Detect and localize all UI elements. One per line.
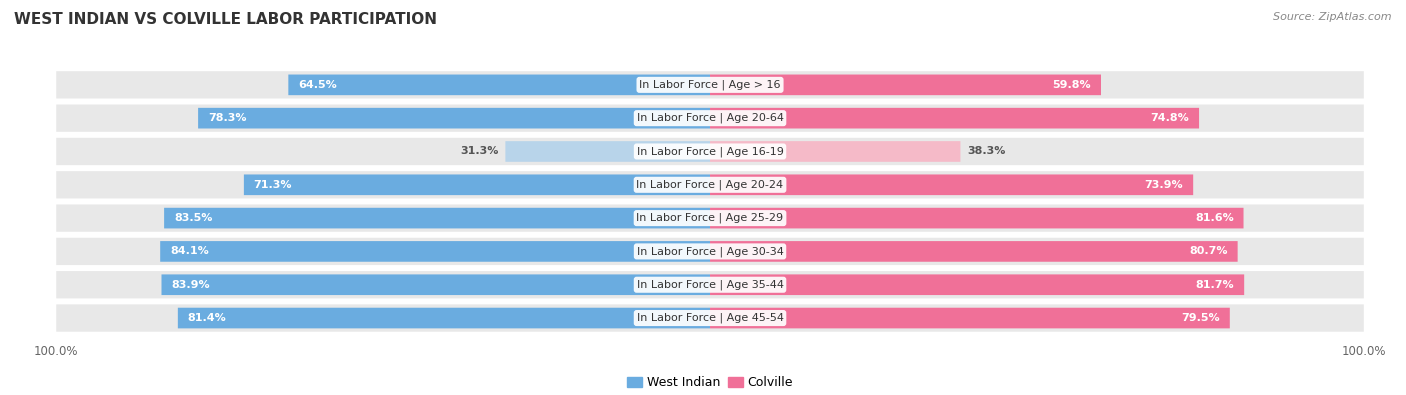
Text: Source: ZipAtlas.com: Source: ZipAtlas.com xyxy=(1274,12,1392,22)
Text: 74.8%: 74.8% xyxy=(1150,113,1189,123)
Text: 71.3%: 71.3% xyxy=(253,180,292,190)
FancyBboxPatch shape xyxy=(56,138,1364,165)
Text: WEST INDIAN VS COLVILLE LABOR PARTICIPATION: WEST INDIAN VS COLVILLE LABOR PARTICIPAT… xyxy=(14,12,437,27)
FancyBboxPatch shape xyxy=(160,241,710,262)
FancyBboxPatch shape xyxy=(243,175,710,195)
Text: In Labor Force | Age 20-24: In Labor Force | Age 20-24 xyxy=(637,180,783,190)
Text: 83.5%: 83.5% xyxy=(174,213,212,223)
Text: 59.8%: 59.8% xyxy=(1053,80,1091,90)
FancyBboxPatch shape xyxy=(710,108,1199,128)
Text: In Labor Force | Age 35-44: In Labor Force | Age 35-44 xyxy=(637,280,783,290)
FancyBboxPatch shape xyxy=(165,208,710,228)
Text: 73.9%: 73.9% xyxy=(1144,180,1184,190)
FancyBboxPatch shape xyxy=(198,108,710,128)
FancyBboxPatch shape xyxy=(710,175,1194,195)
Text: 84.1%: 84.1% xyxy=(170,246,208,256)
Text: In Labor Force | Age 30-34: In Labor Force | Age 30-34 xyxy=(637,246,783,257)
Text: 31.3%: 31.3% xyxy=(461,147,499,156)
FancyBboxPatch shape xyxy=(56,171,1364,198)
FancyBboxPatch shape xyxy=(288,75,710,95)
FancyBboxPatch shape xyxy=(710,141,960,162)
Text: In Labor Force | Age > 16: In Labor Force | Age > 16 xyxy=(640,80,780,90)
FancyBboxPatch shape xyxy=(710,308,1230,328)
Text: 79.5%: 79.5% xyxy=(1181,313,1220,323)
Legend: West Indian, Colville: West Indian, Colville xyxy=(621,371,799,394)
Text: In Labor Force | Age 20-64: In Labor Force | Age 20-64 xyxy=(637,113,783,123)
Text: 83.9%: 83.9% xyxy=(172,280,209,290)
FancyBboxPatch shape xyxy=(710,208,1243,228)
Text: 81.7%: 81.7% xyxy=(1195,280,1234,290)
FancyBboxPatch shape xyxy=(710,75,1101,95)
Text: In Labor Force | Age 45-54: In Labor Force | Age 45-54 xyxy=(637,313,783,323)
Text: 38.3%: 38.3% xyxy=(967,147,1005,156)
FancyBboxPatch shape xyxy=(162,275,710,295)
FancyBboxPatch shape xyxy=(56,238,1364,265)
FancyBboxPatch shape xyxy=(710,275,1244,295)
FancyBboxPatch shape xyxy=(177,308,710,328)
FancyBboxPatch shape xyxy=(710,241,1237,262)
FancyBboxPatch shape xyxy=(56,305,1364,332)
Text: In Labor Force | Age 25-29: In Labor Force | Age 25-29 xyxy=(637,213,783,223)
Text: 81.6%: 81.6% xyxy=(1195,213,1233,223)
FancyBboxPatch shape xyxy=(56,105,1364,132)
Text: 64.5%: 64.5% xyxy=(298,80,337,90)
FancyBboxPatch shape xyxy=(56,71,1364,98)
FancyBboxPatch shape xyxy=(56,271,1364,298)
Text: 78.3%: 78.3% xyxy=(208,113,246,123)
Text: In Labor Force | Age 16-19: In Labor Force | Age 16-19 xyxy=(637,146,783,157)
FancyBboxPatch shape xyxy=(505,141,710,162)
FancyBboxPatch shape xyxy=(56,205,1364,232)
Text: 80.7%: 80.7% xyxy=(1189,246,1227,256)
Text: 81.4%: 81.4% xyxy=(187,313,226,323)
